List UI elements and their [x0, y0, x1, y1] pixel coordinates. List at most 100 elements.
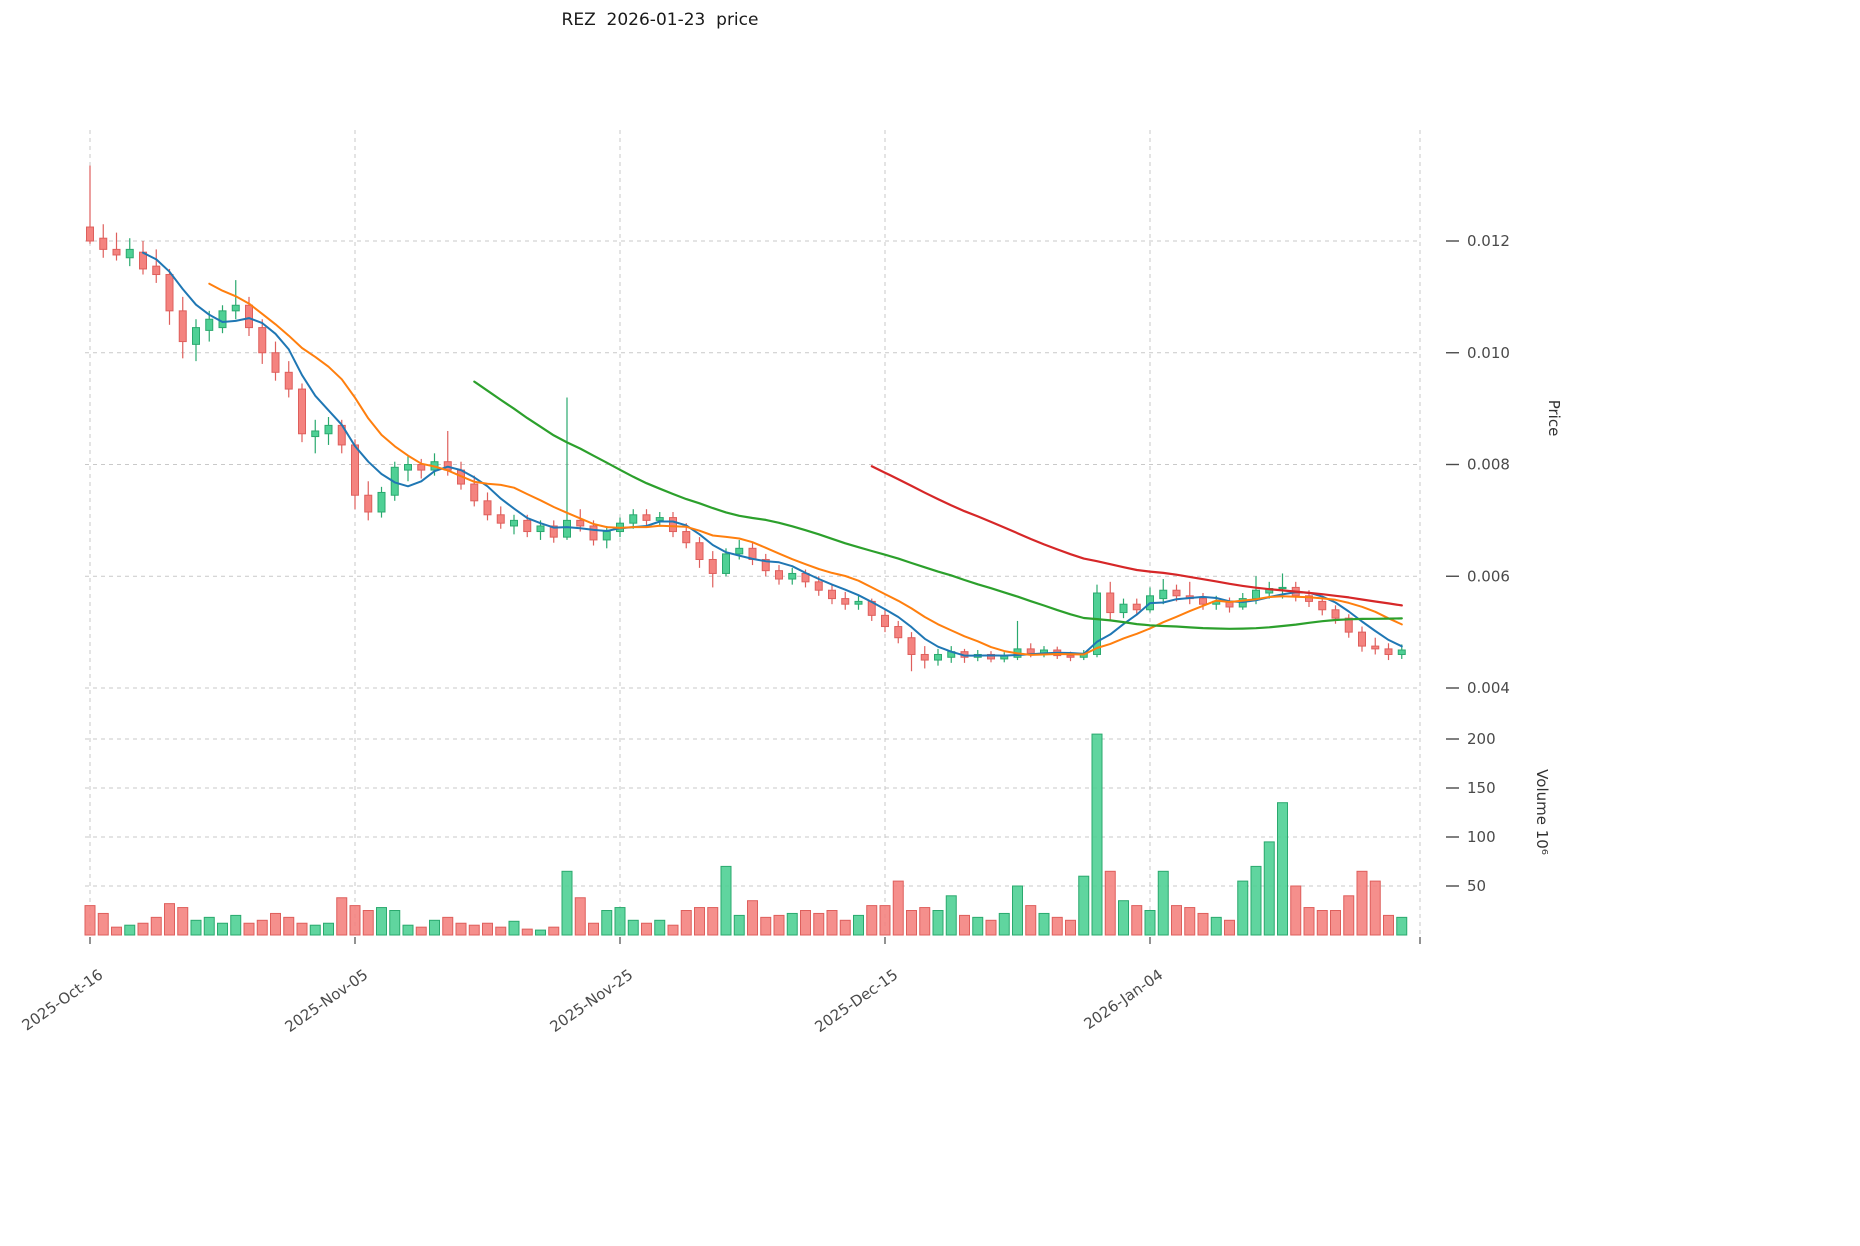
candle-body	[1066, 655, 1075, 658]
candle-body	[1119, 603, 1128, 614]
volume-bar	[1263, 841, 1275, 936]
x-tick-label: 2026-Jan-04	[1081, 966, 1167, 1034]
candle-body	[907, 637, 916, 655]
candle-body	[470, 483, 479, 502]
volume-bar	[1316, 910, 1328, 936]
candle-body	[642, 514, 651, 521]
volume-bar	[1277, 802, 1288, 936]
candle-body	[205, 318, 214, 331]
chart-title: REZ 2026-01-23 price	[561, 10, 759, 30]
candle-body	[708, 558, 717, 574]
volume-bar	[760, 916, 772, 936]
volume-bar	[124, 924, 136, 936]
volume-bar	[932, 910, 944, 936]
volume-bar	[1171, 905, 1182, 936]
candle-body	[841, 598, 850, 605]
volume-bar	[309, 924, 321, 936]
volume-tick-label: 100	[1467, 828, 1496, 846]
volume-bar	[1303, 907, 1315, 936]
candle-body	[496, 514, 505, 524]
volume-bar	[1383, 914, 1394, 936]
candle-body	[576, 519, 585, 527]
candle-body	[1371, 645, 1380, 650]
volume-bar	[800, 910, 811, 936]
candle-body	[86, 226, 94, 242]
volume-bar	[402, 924, 414, 936]
volume-bar	[627, 919, 639, 936]
volume-bar	[1237, 880, 1249, 936]
volume-bar	[243, 922, 255, 936]
volume-bar	[1131, 905, 1143, 936]
candle-body	[377, 491, 386, 513]
volume-bar	[1210, 916, 1222, 936]
candle-body	[245, 304, 253, 329]
candle-body	[99, 237, 108, 250]
candle-body	[828, 589, 836, 600]
candle-body	[563, 519, 571, 538]
candle-body	[934, 653, 942, 661]
volume-bar	[389, 910, 401, 936]
candle-body	[788, 572, 797, 580]
volume-bar	[84, 905, 96, 936]
volume-bar	[137, 922, 149, 936]
volume-tick-label: 200	[1467, 730, 1496, 748]
price-axis-title: Price	[1545, 400, 1563, 437]
volume-bar	[1290, 885, 1302, 936]
candle-body	[1172, 589, 1181, 597]
volume-bar	[959, 914, 970, 936]
candle-body	[854, 600, 863, 605]
price-tick-label: 0.012	[1467, 232, 1510, 250]
volume-bar	[839, 919, 851, 936]
volume-tick-label: 150	[1467, 779, 1496, 797]
volume-bar	[1396, 916, 1408, 936]
candle-body	[523, 519, 532, 533]
volume-bar	[1330, 910, 1341, 936]
ma-line-sma-5	[142, 251, 1403, 657]
volume-bar	[429, 919, 440, 936]
candle-body	[112, 248, 121, 256]
price-tick-label: 0.010	[1467, 344, 1510, 362]
volume-bar	[866, 905, 878, 936]
candle-body	[364, 494, 373, 513]
candle-body	[218, 310, 227, 329]
volume-bar	[879, 905, 891, 936]
volume-bar	[336, 897, 348, 936]
ma-line-sma-60	[870, 465, 1403, 607]
volume-bar	[97, 912, 109, 936]
x-tick-label: 2025-Nov-25	[547, 966, 637, 1036]
volume-bar	[574, 897, 586, 936]
volume-axis-title: Volume 10⁶	[1533, 769, 1551, 855]
volume-bar	[998, 912, 1010, 936]
volume-bar	[1012, 885, 1023, 936]
candle-body	[1093, 592, 1101, 655]
candle-body	[271, 352, 280, 373]
candle-body	[1132, 603, 1141, 611]
candle-body	[1252, 589, 1260, 600]
volume-bar	[1144, 910, 1156, 936]
grid-layer	[85, 130, 1421, 935]
candle-body	[483, 500, 492, 516]
volume-bar	[813, 912, 825, 936]
volume-bar	[1025, 905, 1037, 936]
volume-bar	[508, 920, 520, 936]
volume-bar	[1356, 870, 1368, 936]
volume-bar	[442, 916, 454, 936]
volume-bar	[641, 922, 652, 936]
volume-bar	[203, 916, 215, 936]
volume-bar	[707, 907, 719, 936]
volume-bar	[177, 907, 189, 936]
candle-body	[192, 327, 200, 345]
volume-bar	[906, 910, 917, 936]
candle-body	[125, 248, 134, 259]
candle-body	[695, 542, 704, 560]
volume-bar	[601, 910, 613, 936]
volume-bar	[150, 916, 162, 936]
volume-bar	[468, 924, 480, 936]
candle-body	[1106, 592, 1115, 614]
candle-body	[1305, 595, 1313, 602]
volume-bar	[892, 880, 904, 936]
candle-body	[761, 558, 770, 572]
candle-body	[351, 444, 359, 496]
volume-bar	[1184, 907, 1196, 936]
